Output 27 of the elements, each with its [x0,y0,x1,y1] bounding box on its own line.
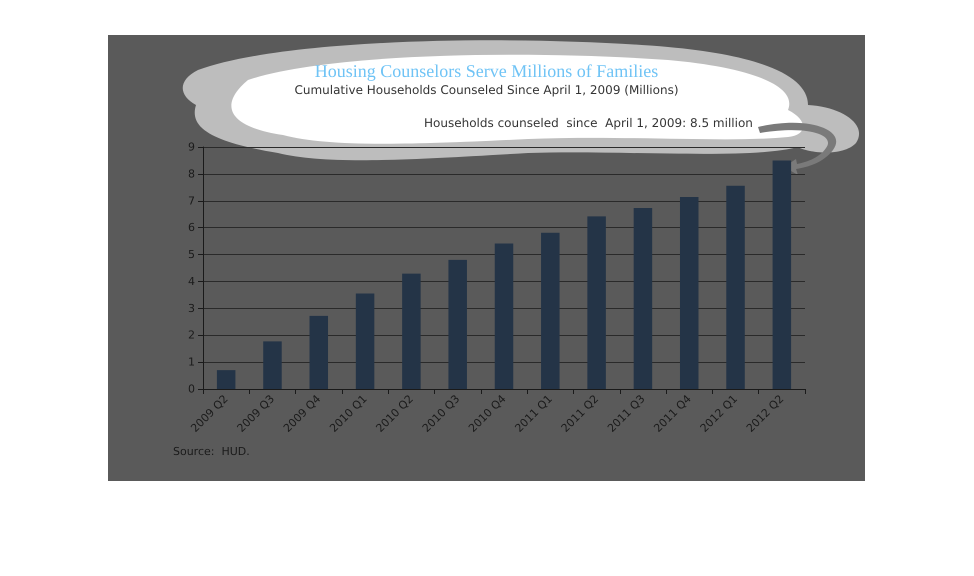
bar [402,274,421,389]
bar [587,216,606,389]
text: Households counseled since April 1, 2009: 8.5 million [424,116,753,130]
chart-title: Housing Counselors Serve Millions of Families [314,61,658,81]
y-tick-label: 6 [188,221,195,234]
bar [772,160,792,389]
y-tick-label: 8 [188,167,195,180]
bar [356,294,374,389]
y-tick-label: 7 [188,194,195,208]
y-tick-label: 2 [188,328,195,342]
chart-subtitle: Cumulative Households Counseled Since April 1, 2009 (Millions) [294,83,679,97]
y-tick-label: 5 [188,248,195,262]
source-note: Source: HUD. [173,445,250,458]
y-tick-label: 3 [188,302,195,315]
bar [494,244,514,389]
bar [216,370,236,389]
y-tick-label: 1 [188,356,195,369]
y-tick-label: 4 [188,274,195,288]
bar [541,232,560,389]
y-tick-label: 9 [188,140,195,154]
bar [680,197,698,389]
bar [263,341,282,389]
bar [726,186,745,389]
y-tick-label: 0 [188,382,195,396]
bar [634,208,652,389]
bar [448,260,467,389]
bar [310,316,328,389]
